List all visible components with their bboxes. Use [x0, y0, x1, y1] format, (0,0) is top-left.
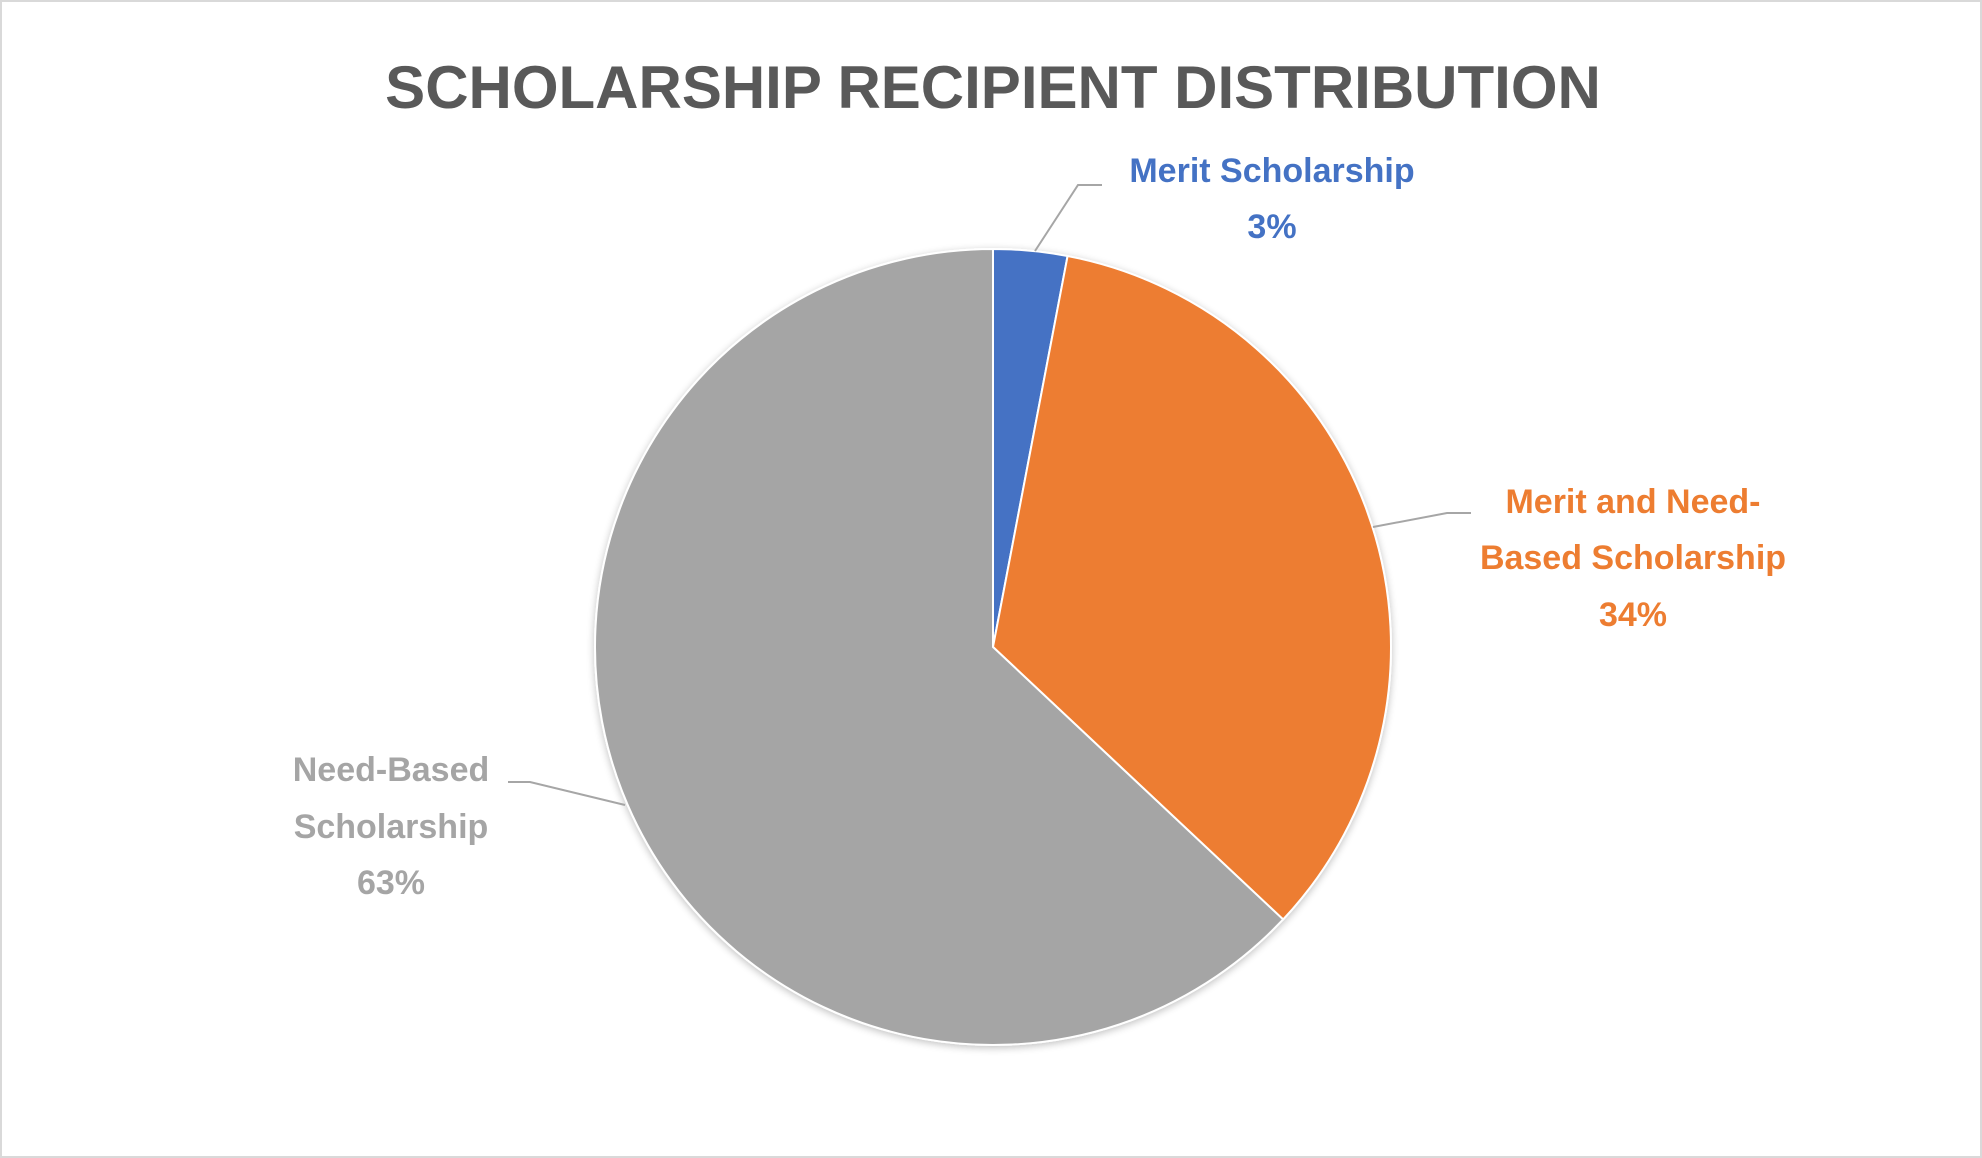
slice-label: Based Scholarship	[1480, 539, 1786, 577]
chart-title: SCHOLARSHIP RECIPIENT DISTRIBUTION	[385, 54, 1601, 121]
slice-percent-label: 34%	[1599, 596, 1667, 634]
slice-label: Merit and Need-	[1505, 483, 1760, 521]
slice-percent-label: 63%	[357, 864, 425, 902]
pie-slice	[991, 254, 1392, 921]
pie-slice	[594, 247, 1285, 1046]
slice-label: Scholarship	[294, 808, 489, 846]
slice-label: Need-Based	[293, 751, 490, 789]
leader-line	[1372, 512, 1471, 528]
leader-line	[1034, 184, 1102, 252]
slice-percent-label: 3%	[1247, 208, 1296, 246]
slice-label: Merit Scholarship	[1129, 152, 1414, 190]
leader-line	[508, 781, 626, 806]
